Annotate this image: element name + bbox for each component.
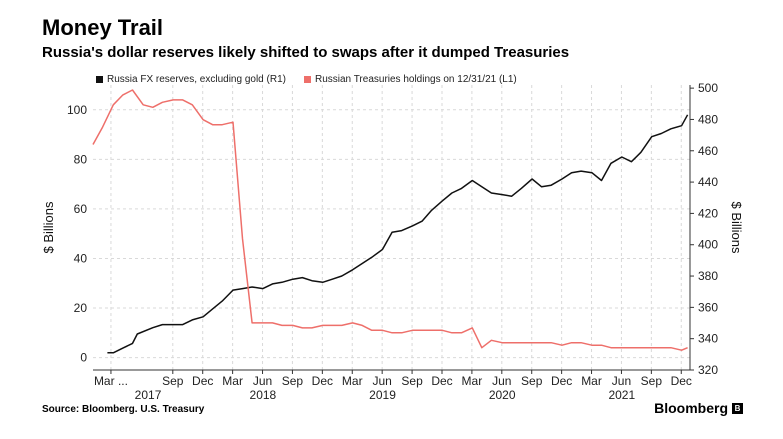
brand-text: Bloomberg bbox=[654, 400, 728, 416]
x-year-label: 2017 bbox=[135, 388, 162, 402]
x-tick-label: Jun bbox=[372, 374, 391, 388]
legend-swatch-treasuries bbox=[303, 76, 311, 83]
x-year-label: 2018 bbox=[250, 388, 277, 402]
legend-item-fx: Russia FX reserves, excluding gold (R1) bbox=[96, 74, 286, 85]
y-tick-label-left: 80 bbox=[74, 152, 88, 166]
y-axis-label-right: $ Billions bbox=[729, 201, 744, 254]
y-tick-label-right: 440 bbox=[698, 175, 718, 189]
x-tick-label: Dec bbox=[312, 374, 333, 388]
x-tick-label: Sep bbox=[162, 374, 184, 388]
x-tick-label: Mar bbox=[581, 374, 602, 388]
tick-labels: 0 20 40 60 80 100 320 340 360 380 400 420 440 460 480 5… bbox=[67, 81, 718, 402]
bloomberg-logo: Bloomberg B bbox=[654, 400, 743, 416]
x-tick-label: Dec bbox=[431, 374, 452, 388]
legend-label-treasuries: Russian Treasuries holdings on 12/31/21 … bbox=[314, 74, 517, 85]
y-tick-label-left: 0 bbox=[80, 351, 87, 365]
legend-item-treasuries: Russian Treasuries holdings on 12/31/21 … bbox=[303, 74, 517, 85]
x-tick-label: Sep bbox=[521, 374, 543, 388]
x-tick-label: Sep bbox=[641, 374, 663, 388]
series-line-fx-reserves bbox=[107, 114, 689, 354]
y-tick-label-right: 460 bbox=[698, 144, 718, 158]
y-tick-label-left: 60 bbox=[74, 202, 88, 216]
x-tick-label: Mar bbox=[222, 374, 243, 388]
x-tick-label: Mar ... bbox=[94, 374, 128, 388]
legend-label-fx: Russia FX reserves, excluding gold (R1) bbox=[107, 74, 286, 85]
x-tick-label: Dec bbox=[551, 374, 572, 388]
x-tick-label: Jun bbox=[492, 374, 511, 388]
x-tick-label: Mar bbox=[342, 374, 363, 388]
x-year-label: 2020 bbox=[489, 388, 516, 402]
y-axis-label-left: $ Billions bbox=[41, 201, 56, 254]
x-tick-label: Jun bbox=[253, 374, 272, 388]
x-tick-label: Jun bbox=[612, 374, 631, 388]
x-tick-label: Sep bbox=[401, 374, 423, 388]
x-tick-label: Dec bbox=[671, 374, 692, 388]
gridlines bbox=[93, 85, 690, 370]
x-year-label: 2021 bbox=[608, 388, 635, 402]
bloomberg-icon: B bbox=[732, 402, 743, 414]
y-tick-label-left: 40 bbox=[74, 251, 88, 265]
legend-swatch-fx bbox=[96, 76, 103, 83]
y-tick-label-left: 100 bbox=[67, 103, 87, 117]
series-line-treasuries bbox=[92, 89, 688, 351]
y-tick-label-right: 340 bbox=[698, 332, 718, 346]
x-year-label: 2019 bbox=[369, 388, 396, 402]
y-tick-label-right: 360 bbox=[698, 300, 718, 314]
source-note: Source: Bloomberg. U.S. Treasury bbox=[42, 404, 205, 415]
axes bbox=[93, 85, 694, 374]
x-tick-label: Mar bbox=[462, 374, 483, 388]
y-tick-label-right: 400 bbox=[698, 238, 718, 252]
y-tick-label-right: 380 bbox=[698, 269, 718, 283]
series-lines bbox=[92, 89, 689, 354]
x-tick-label: Dec bbox=[192, 374, 213, 388]
chart-title: Money Trail bbox=[42, 15, 164, 40]
y-tick-label-right: 420 bbox=[698, 206, 718, 220]
y-tick-label-right: 480 bbox=[698, 112, 718, 126]
chart-legend: Russia FX reserves, excluding gold (R1) … bbox=[96, 74, 517, 85]
x-tick-label: Sep bbox=[282, 374, 304, 388]
y-tick-label-right: 320 bbox=[698, 363, 718, 377]
chart-subtitle: Russia's dollar reserves likely shifted … bbox=[42, 44, 570, 61]
y-tick-label-left: 20 bbox=[74, 301, 88, 315]
y-tick-label-right: 500 bbox=[698, 81, 718, 95]
